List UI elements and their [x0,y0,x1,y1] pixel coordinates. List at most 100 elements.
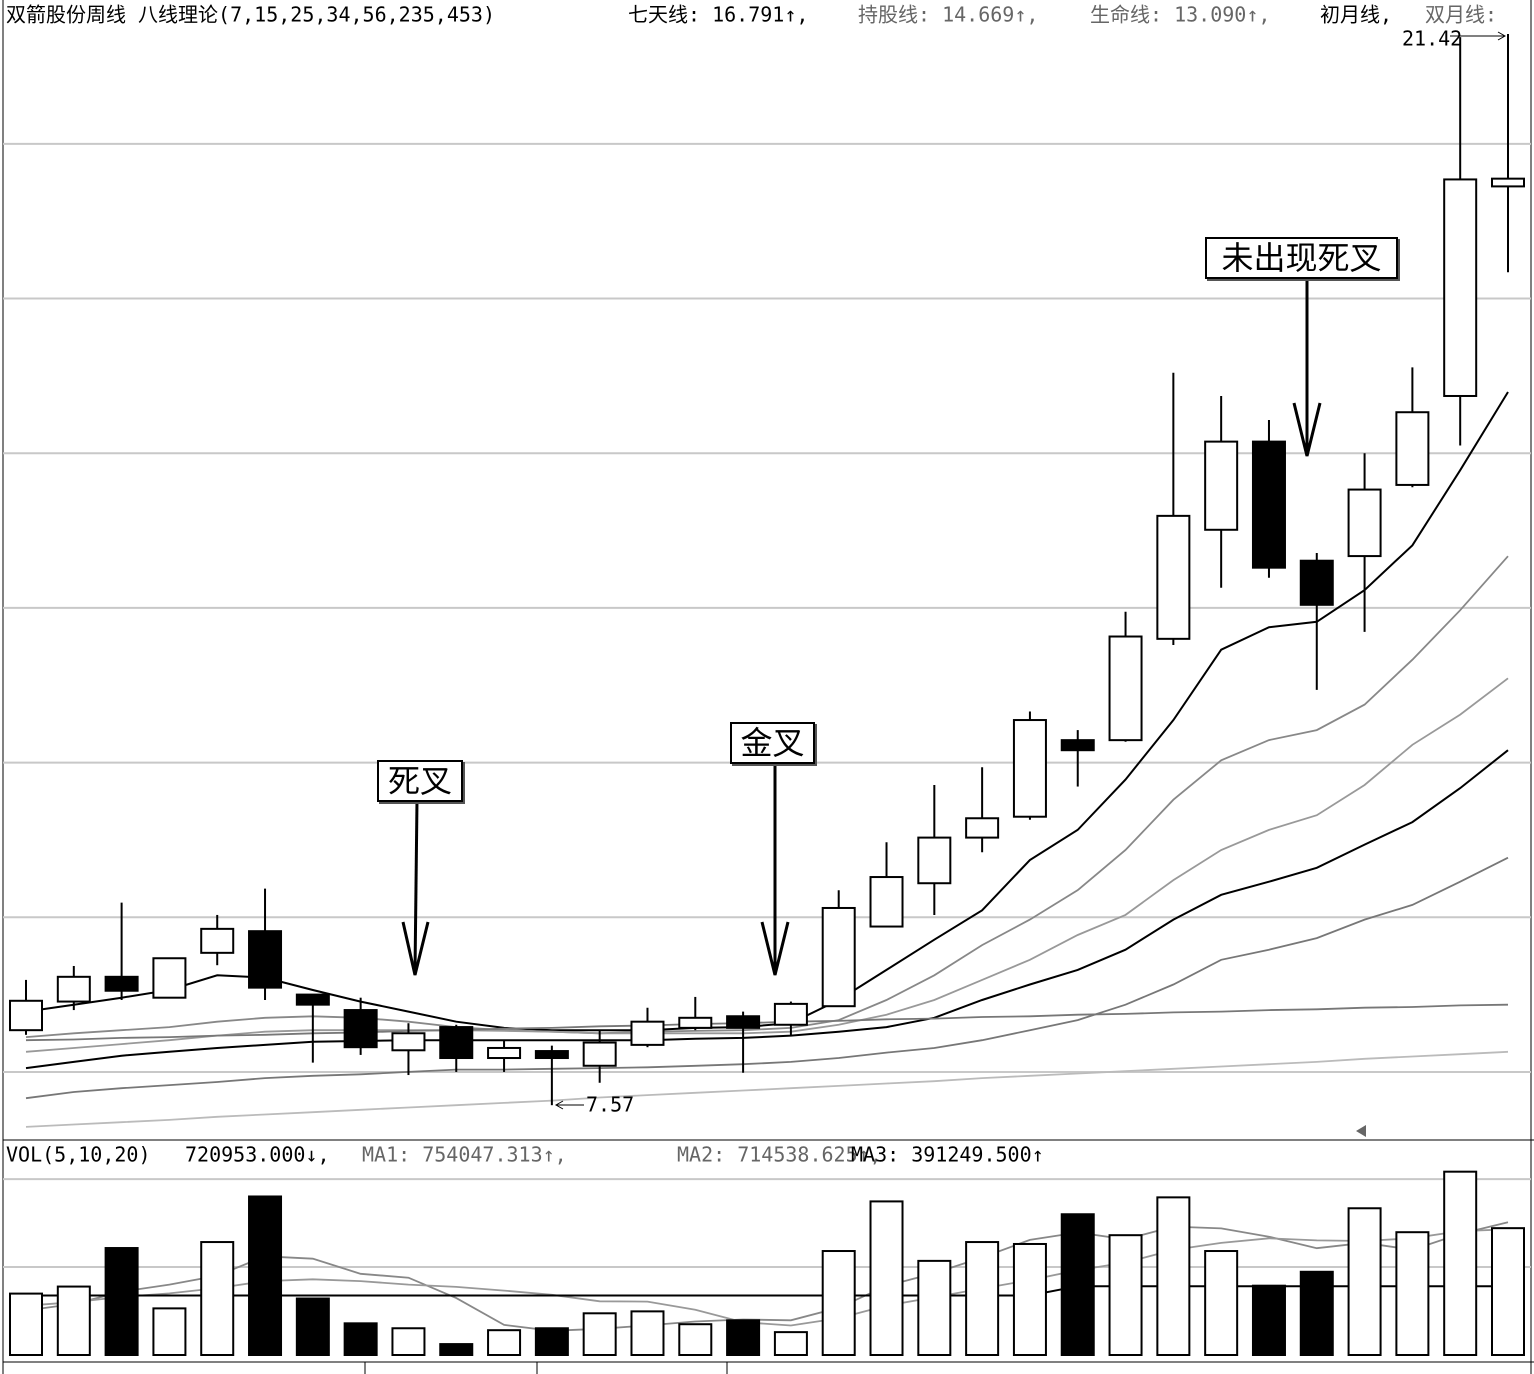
legend-value: : 14.669↑, [918,3,1038,27]
volume-bar [1443,1170,1478,1356]
volume-bar [1251,1284,1286,1356]
volume-bar [869,1200,904,1356]
volume-bar [1204,1250,1239,1356]
annotation-label: 死叉 [377,760,463,802]
candle-body [439,1026,474,1060]
legend-name: 双月线 [1425,3,1485,27]
volume-bar [200,1241,235,1357]
legend-value: , [1380,3,1392,27]
ma-line [25,555,1509,1038]
volume-bar [1299,1270,1334,1357]
candle-body [821,906,856,1008]
candle-body [1012,719,1047,818]
legend-name: MA2 [677,1143,713,1167]
volume-bar [534,1327,569,1356]
candle-body [343,1009,378,1049]
volume-bar [1395,1231,1430,1357]
volume-bar [582,1312,617,1356]
legend-value: : 391249.500↑ [887,1143,1044,1167]
volume-bar [773,1331,808,1357]
volume-bar [104,1247,139,1356]
candle-body [1395,411,1430,486]
candle-body [1443,178,1478,397]
volume-bar [391,1327,426,1356]
arrow [413,799,419,973]
candle-body [582,1041,617,1067]
ma-line [25,749,1509,1070]
candle-body [56,975,91,1003]
legend-name: 七天线 [628,3,688,27]
annotation-label: 未出现死叉 [1205,237,1398,279]
legend-value: : 16.791↑, [688,3,808,27]
legend-name: 持股线 [858,3,918,27]
annotation-arrows [401,31,1507,1110]
candle-body [487,1046,522,1060]
marker [1356,1125,1366,1137]
volume-bar [1156,1196,1191,1357]
candle-body [295,993,330,1006]
arrow-head [1292,402,1322,457]
volume-bar [56,1285,91,1356]
candle-body [869,876,904,928]
legend-value: : [1485,3,1497,27]
candle-body [773,1002,808,1026]
volume-bar [630,1310,665,1356]
ma-line [25,856,1509,1100]
volume-bar [295,1297,330,1356]
ma-line [25,1050,1509,1128]
volume-bar [1347,1207,1382,1356]
candle-body [1251,440,1286,569]
volume-bar [1108,1234,1143,1356]
pointer [554,1100,564,1110]
candle-body [1156,514,1191,640]
candle-body [200,927,235,954]
volume-title: VOL(5,10,20) [6,1143,151,1167]
candle-body [9,999,43,1032]
volume-bar [487,1329,522,1356]
candle-body [1060,739,1095,752]
candle-body [917,836,952,885]
candle-body [965,817,1000,839]
volume-bar [152,1307,187,1356]
legend-name: 生命线 [1090,3,1150,27]
ma-line [25,1003,1509,1042]
volume-bar [1012,1242,1047,1356]
candle-body [534,1050,569,1060]
candle-body [248,930,283,989]
volume-bar [1060,1213,1095,1356]
legend-value: : 714538.625↑, [713,1143,882,1167]
volume-bar [726,1319,761,1356]
volume-bar [678,1323,713,1357]
chart-title: 双箭股份周线 八线理论(7,15,25,34,56,235,453) [6,3,495,27]
volume-bar [821,1250,856,1356]
legend-value: : 754047.313↑, [398,1143,567,1167]
pointer [1497,31,1507,41]
volume-bar [248,1195,283,1356]
volume-bar [343,1322,378,1356]
volume-bar [9,1292,43,1356]
volume-bar [439,1343,474,1357]
ma-line [25,677,1509,1053]
volume-bar [1491,1227,1525,1357]
candle-body [391,1032,426,1052]
candle-body [726,1015,761,1029]
legend-name: MA1 [362,1143,398,1167]
annotation-label: 金叉 [730,722,815,764]
legend-name: MA3 [851,1143,887,1167]
volume-bar [917,1259,952,1356]
arrow-head [760,921,790,976]
legend-value: : 13.090↑, [1150,3,1270,27]
candle-body [630,1020,665,1046]
candle-body [1299,559,1334,606]
candle-body [1108,635,1143,742]
arrow-head [401,921,430,976]
high-label: 21.42 [1402,27,1462,51]
candle-body [1347,488,1382,558]
low-label: 7.57 [586,1093,634,1117]
candle-body [1204,440,1239,531]
volume-current: 720953.000↓, [185,1143,330,1167]
legend-name: 初月线 [1320,3,1380,27]
volume-bar [965,1241,1000,1357]
